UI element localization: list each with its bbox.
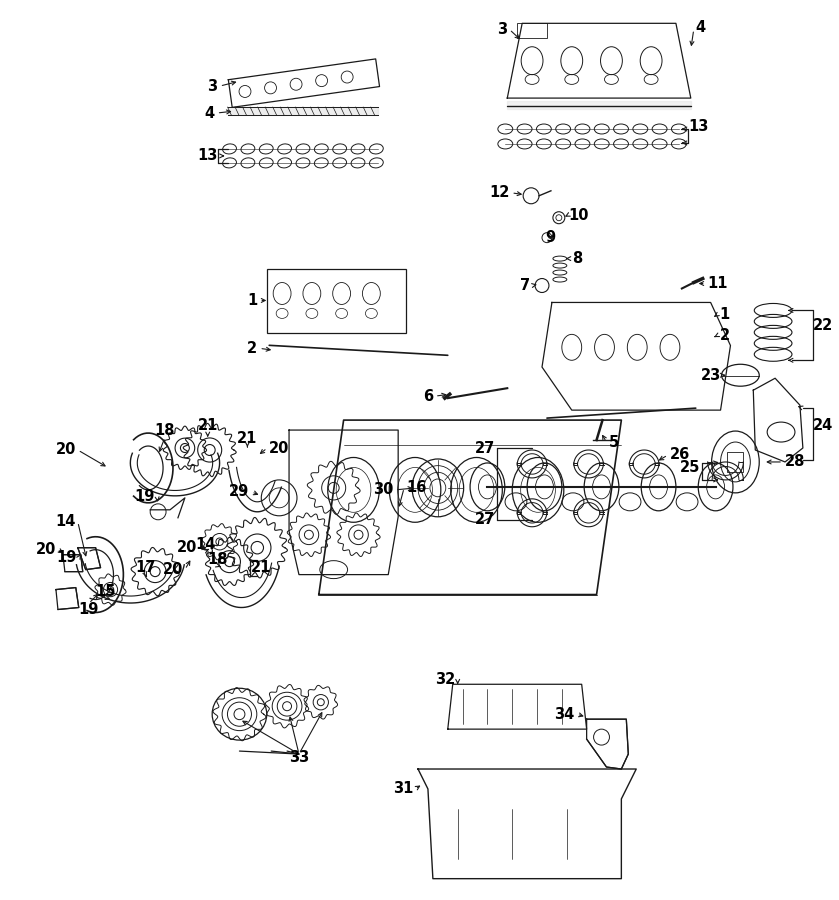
Text: 31: 31 xyxy=(393,781,413,797)
Text: 33: 33 xyxy=(289,750,309,764)
Text: 20: 20 xyxy=(55,443,76,457)
Text: 19: 19 xyxy=(79,602,99,617)
Text: 6: 6 xyxy=(423,389,433,404)
Polygon shape xyxy=(418,769,636,878)
Text: 21: 21 xyxy=(252,560,272,575)
Text: 16: 16 xyxy=(406,481,426,495)
Polygon shape xyxy=(448,684,586,729)
Text: 28: 28 xyxy=(785,454,805,470)
Bar xyxy=(517,23,547,39)
Text: 20: 20 xyxy=(176,540,197,555)
Text: 20: 20 xyxy=(163,562,183,577)
Text: 11: 11 xyxy=(707,276,728,291)
Text: 24: 24 xyxy=(813,418,833,433)
Polygon shape xyxy=(56,588,79,609)
Text: 30: 30 xyxy=(373,482,393,498)
Text: 32: 32 xyxy=(435,671,456,687)
Text: 17: 17 xyxy=(135,560,155,575)
Text: 22: 22 xyxy=(813,318,833,333)
Text: 15: 15 xyxy=(96,584,116,599)
Text: 3: 3 xyxy=(498,22,508,37)
Text: 13: 13 xyxy=(197,148,217,164)
Text: 9: 9 xyxy=(545,230,555,245)
Text: 4: 4 xyxy=(696,20,706,35)
Text: 7: 7 xyxy=(520,278,530,293)
Polygon shape xyxy=(228,58,379,107)
Polygon shape xyxy=(508,23,690,98)
Polygon shape xyxy=(78,548,101,570)
Text: 5: 5 xyxy=(608,435,618,449)
Text: 26: 26 xyxy=(670,447,690,463)
Text: 2: 2 xyxy=(720,328,730,343)
Text: 1: 1 xyxy=(247,293,258,308)
Text: 10: 10 xyxy=(569,208,589,223)
Text: 12: 12 xyxy=(489,185,509,201)
Text: 21: 21 xyxy=(197,418,218,433)
Text: 3: 3 xyxy=(207,78,217,94)
Text: 25: 25 xyxy=(680,461,701,475)
Text: 29: 29 xyxy=(229,484,249,500)
Text: 14: 14 xyxy=(195,537,216,553)
Text: 13: 13 xyxy=(689,119,709,133)
Bar xyxy=(727,452,743,472)
Text: 8: 8 xyxy=(571,251,582,266)
Polygon shape xyxy=(289,430,399,574)
Polygon shape xyxy=(63,554,83,572)
Text: 27: 27 xyxy=(475,512,495,527)
Text: 2: 2 xyxy=(248,341,258,356)
Bar xyxy=(438,804,617,864)
Polygon shape xyxy=(586,719,628,769)
Text: 21: 21 xyxy=(237,430,258,446)
Text: 19: 19 xyxy=(135,490,155,504)
Bar xyxy=(268,268,406,333)
Polygon shape xyxy=(319,420,622,595)
Text: 4: 4 xyxy=(205,105,215,121)
Text: 18: 18 xyxy=(207,553,228,567)
Text: 23: 23 xyxy=(701,368,722,382)
Text: 19: 19 xyxy=(56,550,77,565)
Text: 1: 1 xyxy=(720,307,730,322)
Text: 14: 14 xyxy=(55,514,76,529)
Polygon shape xyxy=(542,302,731,410)
Text: 20: 20 xyxy=(269,440,289,455)
Text: 27: 27 xyxy=(475,440,495,455)
Polygon shape xyxy=(753,378,803,462)
Text: 34: 34 xyxy=(555,706,575,722)
Text: 18: 18 xyxy=(155,423,175,437)
Text: 20: 20 xyxy=(35,542,56,557)
